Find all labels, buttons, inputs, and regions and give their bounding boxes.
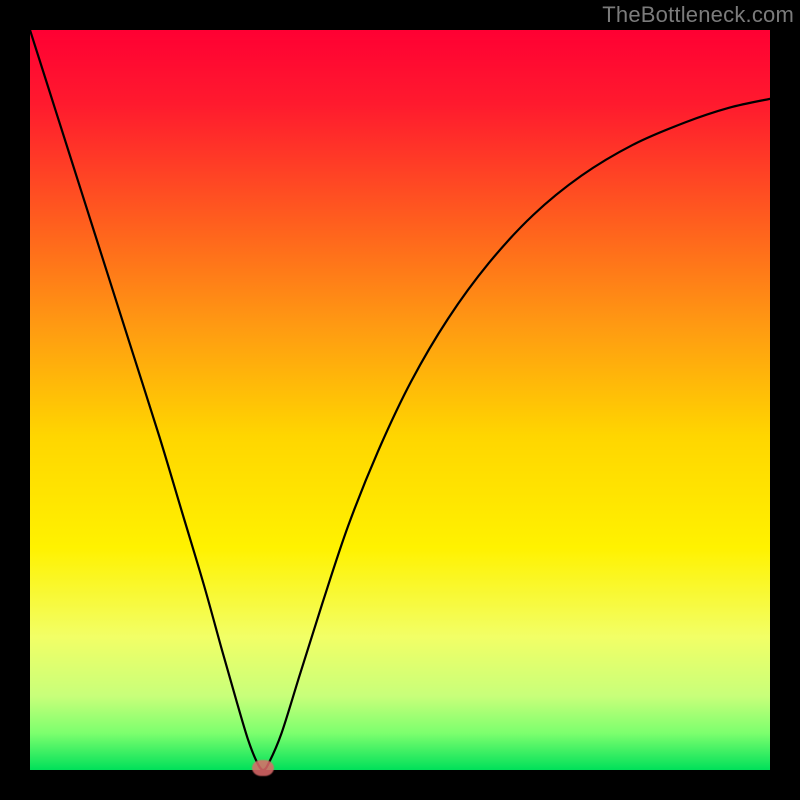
- watermark-text: TheBottleneck.com: [602, 2, 794, 28]
- chart-root: TheBottleneck.com: [0, 0, 800, 800]
- gradient-background: [30, 30, 770, 770]
- plot-area: [30, 30, 770, 770]
- minimum-marker-dot: [252, 760, 274, 776]
